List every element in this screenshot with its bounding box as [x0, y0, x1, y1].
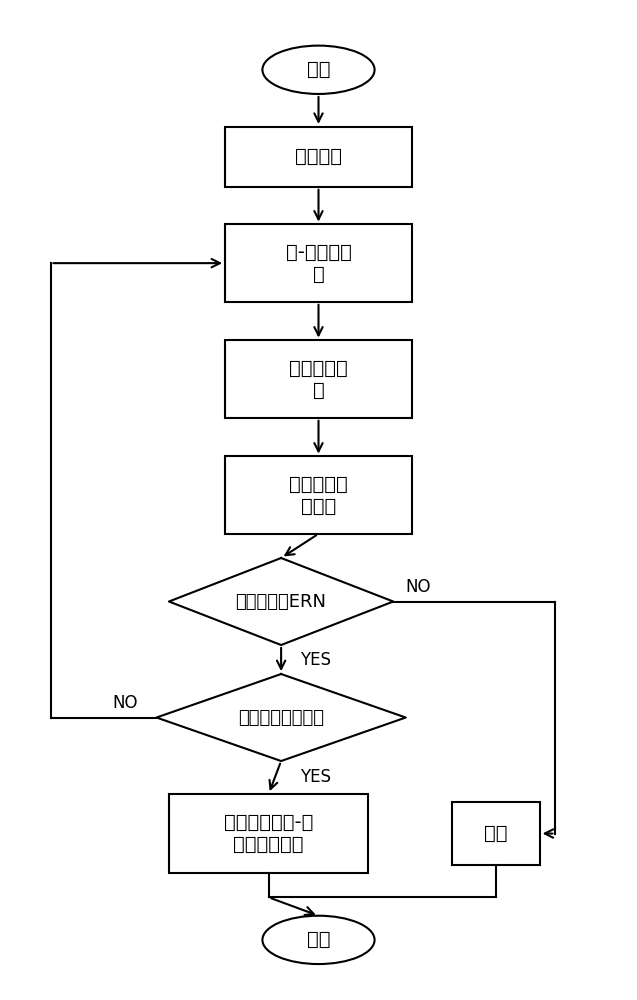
Text: 屏幕显示识
别结果: 屏幕显示识 别结果: [289, 475, 348, 516]
Bar: [169, 794, 368, 873]
Text: 开始: 开始: [307, 60, 330, 79]
Text: 是否是二分类任务: 是否是二分类任务: [238, 709, 324, 727]
Text: 提示说明: 提示说明: [295, 147, 342, 166]
Bar: [225, 127, 412, 187]
Text: YES: YES: [300, 768, 331, 786]
Text: 执行另一类脑-机
接口识别结果: 执行另一类脑-机 接口识别结果: [224, 813, 313, 854]
Text: 执行: 执行: [484, 824, 508, 843]
Text: 脑-机接口任
务: 脑-机接口任 务: [285, 243, 352, 284]
Bar: [452, 802, 540, 865]
Text: 结束: 结束: [307, 930, 330, 949]
Bar: [225, 340, 412, 418]
Text: NO: NO: [405, 578, 431, 596]
Text: NO: NO: [113, 694, 138, 712]
Bar: [225, 456, 412, 534]
Text: 任务识别分
类: 任务识别分 类: [289, 359, 348, 400]
Text: YES: YES: [300, 651, 331, 669]
Bar: [225, 224, 412, 302]
Text: 是否能检测ERN: 是否能检测ERN: [236, 593, 327, 611]
